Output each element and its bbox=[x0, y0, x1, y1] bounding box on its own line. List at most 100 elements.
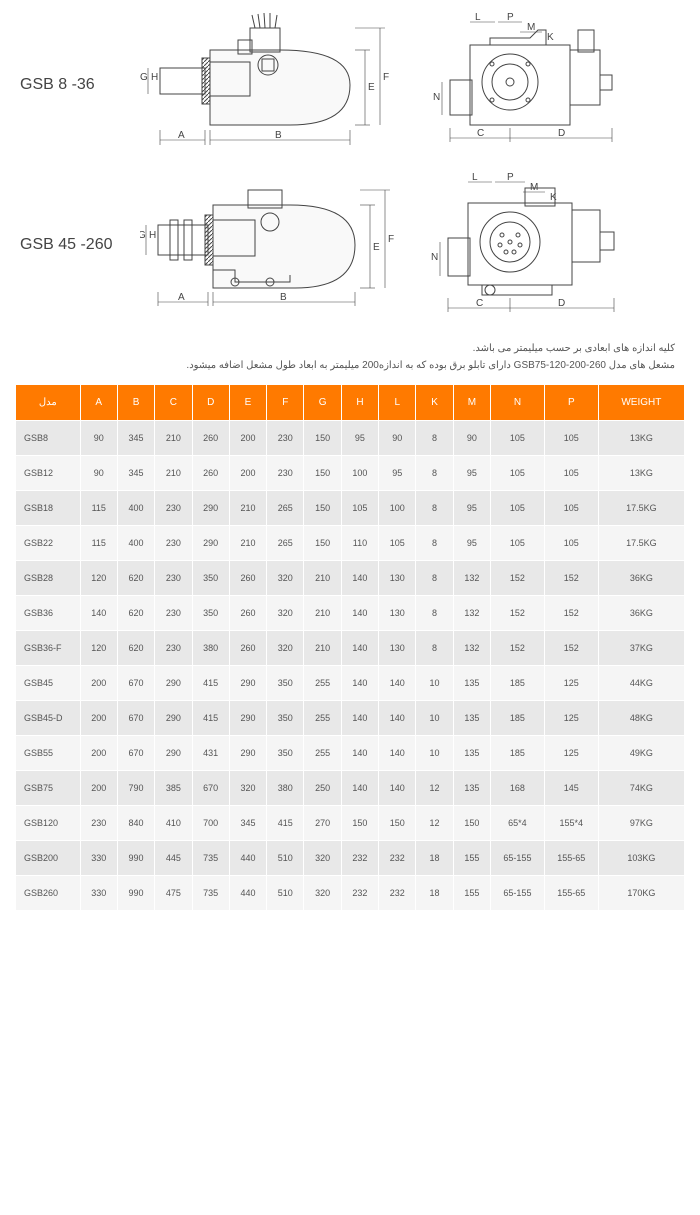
table-cell: 13KG bbox=[598, 421, 684, 456]
table-cell: 105 bbox=[544, 491, 598, 526]
table-cell: 145 bbox=[544, 771, 598, 806]
table-cell: 380 bbox=[267, 771, 304, 806]
table-cell: 445 bbox=[155, 841, 192, 876]
note-line-2: مشعل های مدل GSB75-120-200-260 دارای تاب… bbox=[25, 357, 675, 374]
table-cell: 230 bbox=[155, 596, 192, 631]
table-cell: GSB200 bbox=[16, 841, 81, 876]
table-row: GSB2603309904757354405103202322321815565… bbox=[16, 876, 685, 911]
table-cell: 415 bbox=[267, 806, 304, 841]
table-cell: 260 bbox=[192, 456, 229, 491]
table-row: GSB2003309904457354405103202322321815565… bbox=[16, 841, 685, 876]
table-cell: 735 bbox=[192, 841, 229, 876]
table-cell: 105 bbox=[491, 421, 545, 456]
table-cell: 200 bbox=[80, 666, 117, 701]
table-cell: 210 bbox=[155, 456, 192, 491]
table-cell: 230 bbox=[155, 561, 192, 596]
table-cell: 260 bbox=[229, 631, 266, 666]
dim-N: N bbox=[433, 92, 440, 103]
table-row: GSB2211540023029021026515011010589510510… bbox=[16, 526, 685, 561]
table-header-cell: F bbox=[267, 385, 304, 421]
table-cell: 150 bbox=[304, 526, 341, 561]
table-cell: 125 bbox=[544, 701, 598, 736]
table-cell: 150 bbox=[379, 806, 416, 841]
svg-text:M: M bbox=[530, 182, 538, 193]
table-cell: 8 bbox=[416, 421, 453, 456]
table-cell: 135 bbox=[453, 666, 490, 701]
table-cell: 105 bbox=[491, 526, 545, 561]
table-cell: 8 bbox=[416, 491, 453, 526]
table-cell: 120 bbox=[80, 631, 117, 666]
table-cell: 210 bbox=[304, 631, 341, 666]
table-cell: 125 bbox=[544, 666, 598, 701]
table-cell: 12 bbox=[416, 771, 453, 806]
table-cell: 95 bbox=[453, 456, 490, 491]
table-cell: 620 bbox=[117, 561, 154, 596]
table-cell: 475 bbox=[155, 876, 192, 911]
table-header-row: مدلABCDEFGHLKMNPWEIGHT bbox=[16, 385, 685, 421]
table-cell: GSB120 bbox=[16, 806, 81, 841]
front-view-gsb8-36: L P M K N C D bbox=[430, 10, 630, 160]
table-cell: 990 bbox=[117, 841, 154, 876]
table-cell: GSB36 bbox=[16, 596, 81, 631]
table-cell: 130 bbox=[379, 631, 416, 666]
table-cell: 345 bbox=[117, 421, 154, 456]
table-cell: 105 bbox=[341, 491, 378, 526]
table-cell: 100 bbox=[341, 456, 378, 491]
svg-text:C: C bbox=[476, 298, 483, 309]
table-cell: 670 bbox=[192, 771, 229, 806]
table-cell: 230 bbox=[155, 526, 192, 561]
diagram-area: GSB 8 -36 A B G H bbox=[0, 0, 700, 335]
table-cell: 110 bbox=[341, 526, 378, 561]
table-row: GSB7520079038567032038025014014012135168… bbox=[16, 771, 685, 806]
table-cell: GSB22 bbox=[16, 526, 81, 561]
dim-E: E bbox=[368, 82, 375, 93]
table-cell: 140 bbox=[341, 701, 378, 736]
table-cell: 17.5KG bbox=[598, 526, 684, 561]
table-cell: 290 bbox=[192, 491, 229, 526]
table-cell: 12 bbox=[416, 806, 453, 841]
svg-text:K: K bbox=[550, 192, 557, 203]
table-cell: 735 bbox=[192, 876, 229, 911]
table-cell: 140 bbox=[341, 596, 378, 631]
table-cell: 415 bbox=[192, 666, 229, 701]
table-cell: 155-65 bbox=[544, 841, 598, 876]
table-cell: 431 bbox=[192, 736, 229, 771]
table-cell: 152 bbox=[544, 561, 598, 596]
table-cell: 210 bbox=[229, 491, 266, 526]
diagram-label-2: GSB 45 -260 bbox=[20, 236, 140, 254]
table-cell: 290 bbox=[155, 666, 192, 701]
table-header-cell: K bbox=[416, 385, 453, 421]
table-cell: GSB55 bbox=[16, 736, 81, 771]
table-header-cell: مدل bbox=[16, 385, 81, 421]
table-cell: 320 bbox=[267, 561, 304, 596]
table-cell: 330 bbox=[80, 841, 117, 876]
table-cell: 152 bbox=[544, 631, 598, 666]
table-cell: 620 bbox=[117, 631, 154, 666]
table-cell: 48KG bbox=[598, 701, 684, 736]
table-cell: 200 bbox=[80, 701, 117, 736]
table-cell: 620 bbox=[117, 596, 154, 631]
table-header-cell: P bbox=[544, 385, 598, 421]
table-cell: 37KG bbox=[598, 631, 684, 666]
table-cell: 400 bbox=[117, 491, 154, 526]
table-header-cell: L bbox=[379, 385, 416, 421]
table-cell: 152 bbox=[491, 561, 545, 596]
table-cell: 210 bbox=[229, 526, 266, 561]
dim-B: B bbox=[275, 130, 282, 141]
dim-A: A bbox=[178, 130, 185, 141]
table-cell: 290 bbox=[192, 526, 229, 561]
table-cell: GSB12 bbox=[16, 456, 81, 491]
table-cell: 150 bbox=[341, 806, 378, 841]
table-cell: 36KG bbox=[598, 561, 684, 596]
table-cell: 150 bbox=[304, 421, 341, 456]
table-cell: 670 bbox=[117, 701, 154, 736]
table-cell: 230 bbox=[155, 631, 192, 666]
table-cell: 8 bbox=[416, 631, 453, 666]
table-cell: 125 bbox=[544, 736, 598, 771]
table-cell: 8 bbox=[416, 596, 453, 631]
table-header-cell: B bbox=[117, 385, 154, 421]
table-cell: 185 bbox=[491, 666, 545, 701]
table-cell: 105 bbox=[544, 456, 598, 491]
table-cell: GSB260 bbox=[16, 876, 81, 911]
table-cell: 232 bbox=[379, 876, 416, 911]
